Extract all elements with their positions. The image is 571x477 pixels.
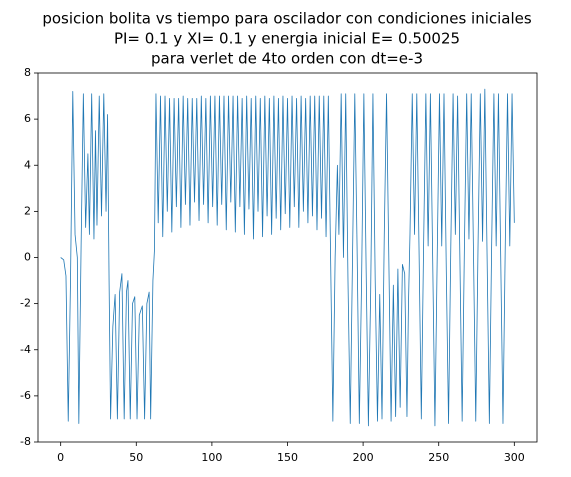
y-tick-label: -8 xyxy=(20,435,31,448)
y-tick-label: 6 xyxy=(24,112,31,125)
plot-frame xyxy=(37,72,538,443)
x-tick-label: 250 xyxy=(428,451,449,464)
x-tick-label: 0 xyxy=(57,451,64,464)
chart-title: PI= 0.1 y XI= 0.1 y energia inicial E= 0… xyxy=(114,30,460,48)
x-tick-label: 200 xyxy=(353,451,374,464)
line-series xyxy=(60,88,515,427)
x-tick-label: 100 xyxy=(201,451,222,464)
y-tick-label: -2 xyxy=(20,297,31,310)
chart-title: para verlet de 4to orden con dt=e-3 xyxy=(151,50,423,68)
y-tick-label: 8 xyxy=(24,66,31,79)
y-tick-label: 4 xyxy=(24,158,31,171)
y-tick-label: -6 xyxy=(20,389,31,402)
y-tick-label: 0 xyxy=(24,251,31,264)
y-tick-label: -4 xyxy=(20,343,31,356)
y-tick-label: 2 xyxy=(24,204,31,217)
chart-title: posicion bolita vs tiempo para oscilador… xyxy=(42,10,532,28)
x-tick-label: 150 xyxy=(277,451,298,464)
x-tick-label: 300 xyxy=(504,451,525,464)
x-tick-label: 50 xyxy=(129,451,143,464)
